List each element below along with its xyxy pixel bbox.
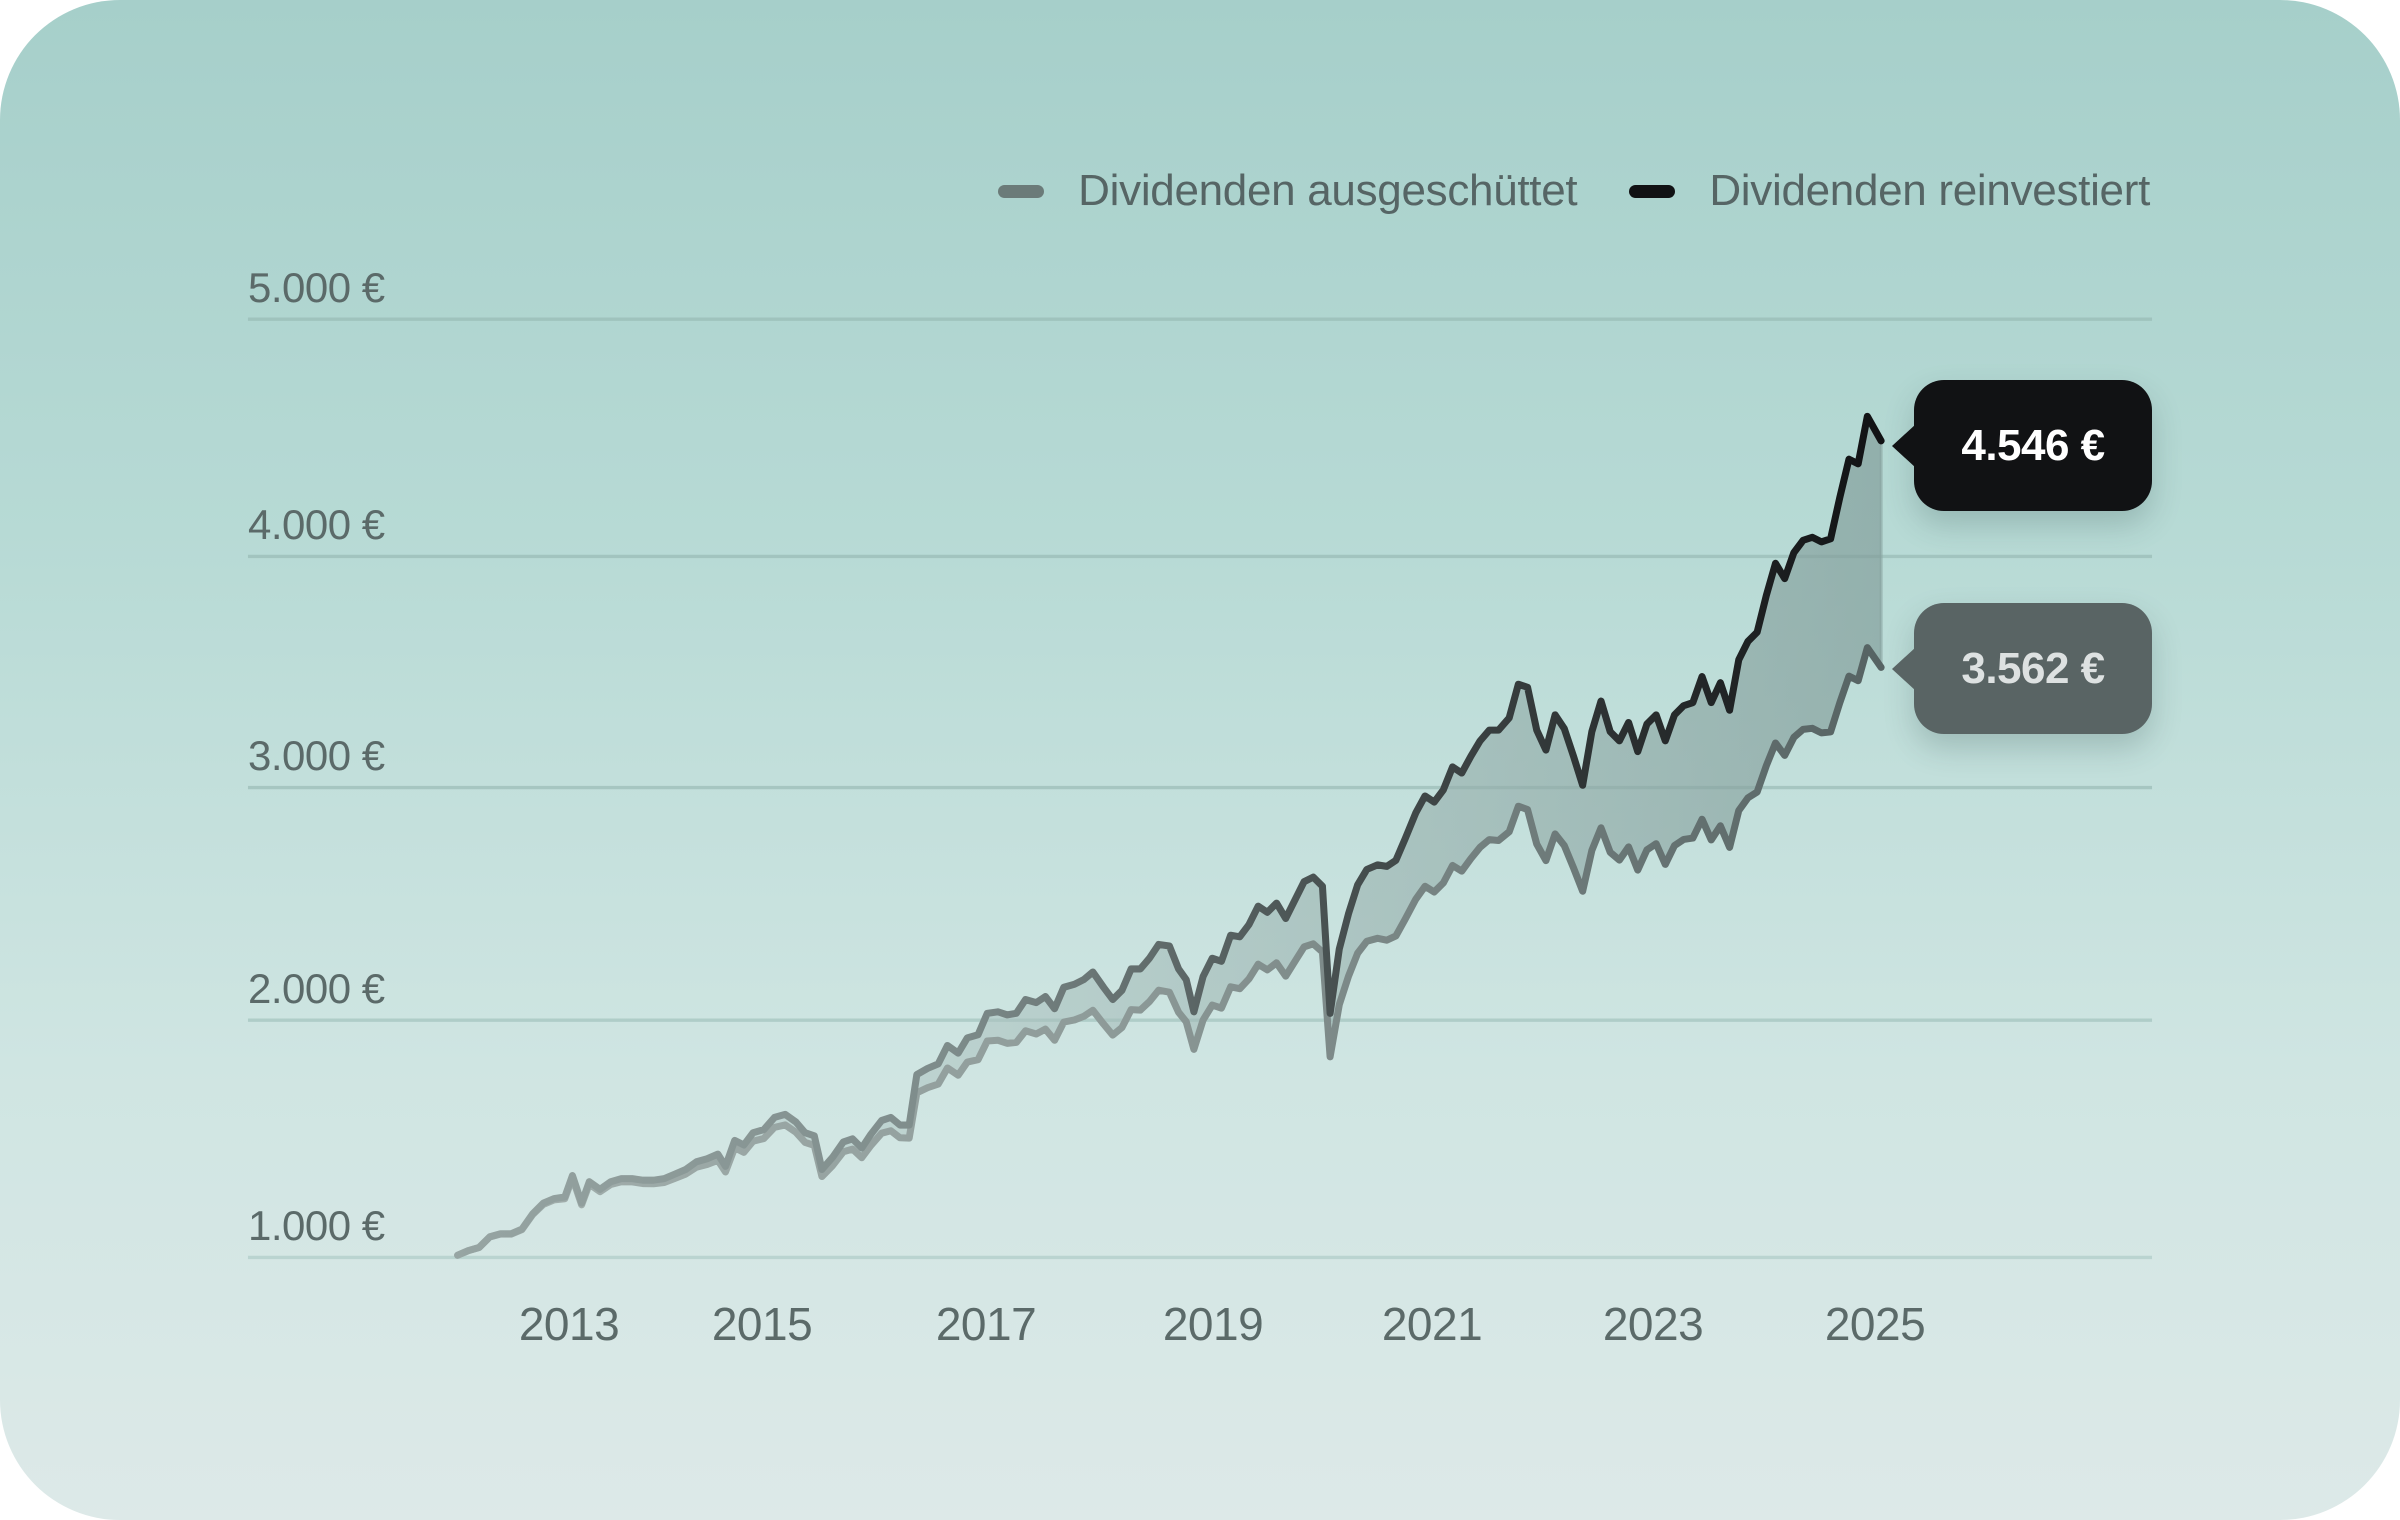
y-tick-label-4000: 4.000 € [248,501,385,548]
y-tick-label-5000: 5.000 € [248,264,385,311]
x-tick-label-2019: 2019 [1162,1298,1264,1350]
tooltip-reinvestiert: 4.546 € [1914,380,2152,511]
y-tick-label-3000: 3.000 € [248,732,385,779]
x-tick-label-2025: 2025 [1824,1298,1926,1350]
y-tick-label-2000: 2.000 € [248,965,385,1012]
legend-item-reinvestiert[interactable]: Dividenden reinvestiert [1629,166,2150,216]
line-dividenden-reinvestiert[interactable] [454,412,1885,1259]
legend-swatch-icon [998,184,1045,198]
legend-label: Dividenden reinvestiert [1709,166,2150,215]
tooltip-value: 3.562 € [1961,643,2105,693]
legend-swatch-icon [1629,184,1676,198]
x-tick-label-2015: 2015 [711,1298,813,1350]
legend-item-ausgeschuettet[interactable]: Dividenden ausgeschüttet [998,166,1578,216]
y-tick-label-1000: 1.000 € [248,1202,385,1249]
line-dividenden-ausgeschuettet[interactable] [454,644,1885,1259]
tooltip-ausgeschuettet: 3.562 € [1914,603,2152,734]
legend-label: Dividenden ausgeschüttet [1078,166,1578,215]
x-tick-label-2023: 2023 [1602,1298,1704,1350]
tooltip-value: 4.546 € [1961,420,2105,470]
x-tick-label-2013: 2013 [518,1298,620,1350]
difference-area [457,416,1882,1256]
x-tick-label-2017: 2017 [935,1298,1037,1350]
x-tick-label-2021: 2021 [1381,1298,1483,1350]
chart-legend: Dividenden ausgeschüttet Dividenden rein… [946,166,2150,216]
